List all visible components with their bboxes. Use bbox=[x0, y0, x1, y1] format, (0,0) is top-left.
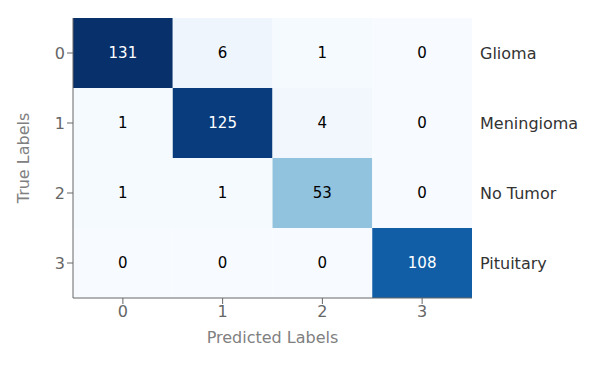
svg-text:Pituitary: Pituitary bbox=[480, 254, 547, 273]
svg-text:No Tumor: No Tumor bbox=[480, 184, 557, 203]
svg-text:True Labels: True Labels bbox=[14, 113, 33, 205]
svg-text:3: 3 bbox=[417, 302, 427, 321]
svg-text:1: 1 bbox=[218, 302, 228, 321]
svg-text:3: 3 bbox=[55, 254, 65, 273]
svg-text:0: 0 bbox=[55, 44, 65, 63]
svg-text:0: 0 bbox=[417, 44, 427, 62]
svg-text:0: 0 bbox=[417, 114, 427, 132]
svg-text:Glioma: Glioma bbox=[480, 44, 536, 63]
svg-text:2: 2 bbox=[317, 302, 327, 321]
svg-text:125: 125 bbox=[208, 114, 237, 132]
svg-text:Meningioma: Meningioma bbox=[480, 114, 578, 133]
svg-text:1: 1 bbox=[318, 44, 328, 62]
svg-text:0: 0 bbox=[118, 254, 128, 272]
svg-text:53: 53 bbox=[313, 184, 332, 202]
svg-text:0: 0 bbox=[417, 184, 427, 202]
svg-text:0: 0 bbox=[118, 302, 128, 321]
svg-text:0: 0 bbox=[318, 254, 328, 272]
svg-text:108: 108 bbox=[408, 254, 437, 272]
svg-text:2: 2 bbox=[55, 184, 65, 203]
svg-text:131: 131 bbox=[109, 44, 138, 62]
svg-text:Predicted Labels: Predicted Labels bbox=[207, 328, 339, 347]
svg-text:1: 1 bbox=[55, 114, 65, 133]
svg-text:0: 0 bbox=[218, 254, 228, 272]
svg-text:1: 1 bbox=[218, 184, 228, 202]
svg-text:6: 6 bbox=[218, 44, 228, 62]
svg-text:4: 4 bbox=[318, 114, 328, 132]
svg-text:1: 1 bbox=[118, 184, 128, 202]
svg-text:1: 1 bbox=[118, 114, 128, 132]
